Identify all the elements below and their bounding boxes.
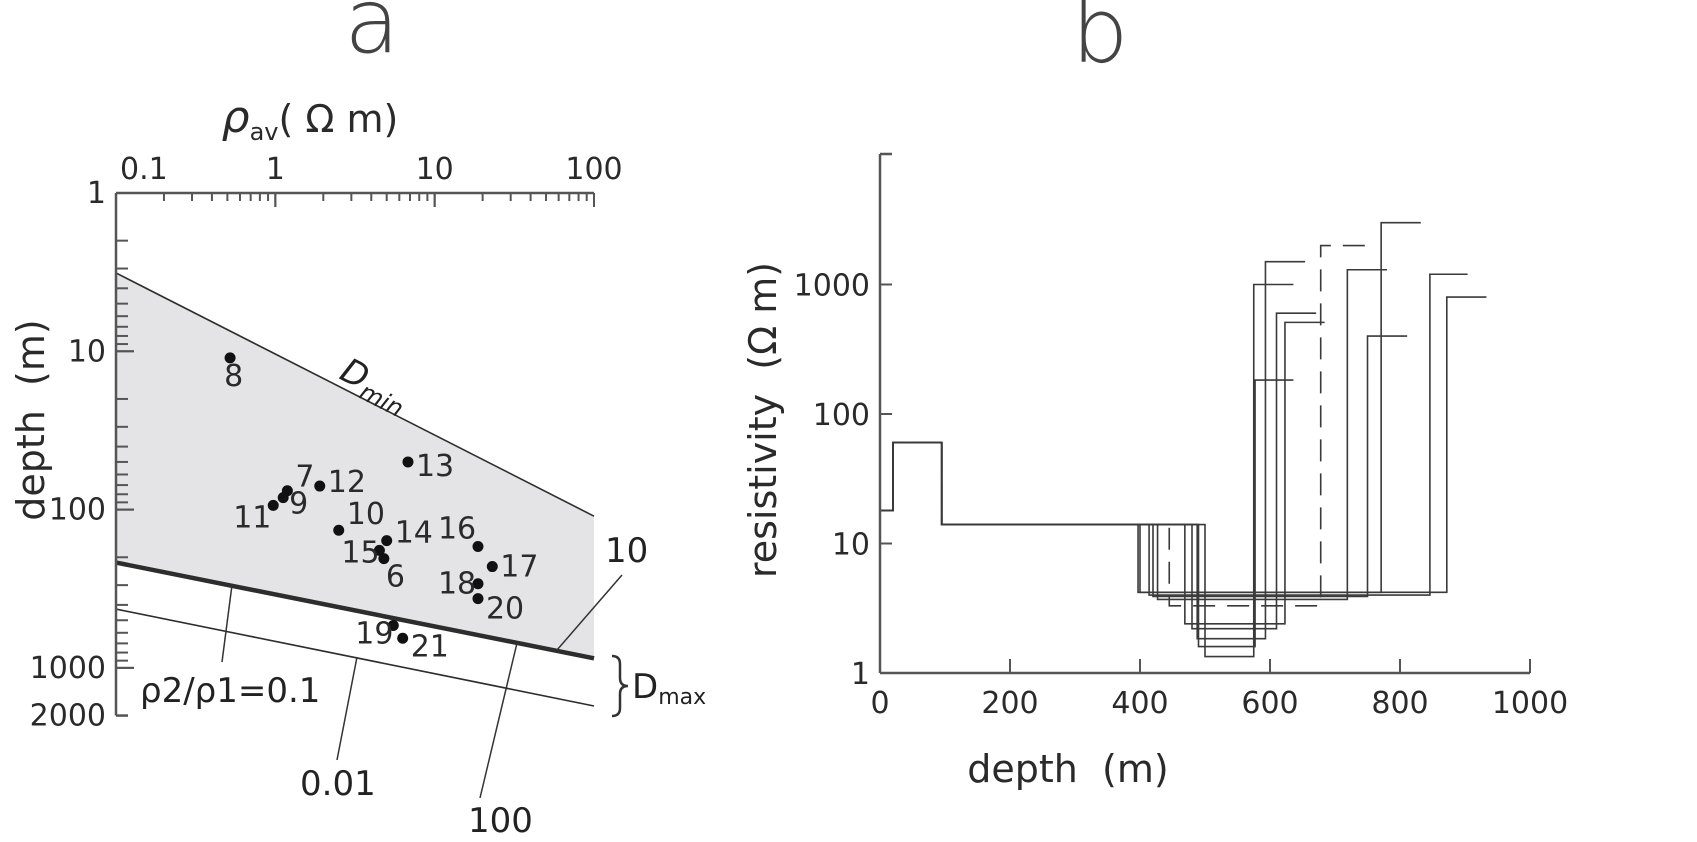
series-model-3: [880, 268, 1387, 601]
data-point-20: [472, 593, 484, 605]
series-model-6: [880, 312, 1317, 630]
ratio-100-label: 100: [468, 801, 533, 841]
data-point-13: [402, 456, 414, 468]
data-point-8: [224, 352, 236, 364]
x-title-unit: ( Ω m): [278, 97, 398, 141]
y-tick-label: 10: [68, 334, 106, 369]
data-point-label-19: 19: [355, 617, 393, 652]
data-point-label-14: 14: [395, 516, 433, 551]
chart-a-shaded-region: [116, 272, 594, 659]
data-point-label-11: 11: [233, 500, 271, 535]
shaded-region: [116, 272, 594, 659]
y-tick-label: 1: [851, 657, 870, 692]
ratio-10-label: 10: [605, 531, 648, 571]
chart-b-y-axis-title: resistivity (Ω m): [741, 262, 785, 578]
panel-label-b: b: [1071, 0, 1128, 84]
leader-0.1: [221, 584, 233, 663]
x-tick-label: 10: [416, 152, 454, 187]
data-point-label-6: 6: [386, 560, 405, 595]
x-title-rho: ρ: [222, 92, 250, 143]
data-point-label-12: 12: [328, 465, 366, 500]
data-point-11: [267, 499, 279, 511]
data-point-18: [472, 578, 484, 590]
series-model-5: [880, 321, 1325, 625]
data-point-label-21: 21: [411, 629, 449, 664]
x-tick-label: 0: [870, 686, 889, 721]
x-tick-label: 100: [565, 152, 622, 187]
panel-label-a: a: [344, 0, 399, 74]
data-point-21: [397, 632, 409, 644]
x-tick-label: 200: [981, 686, 1038, 721]
data-point-16: [472, 540, 484, 552]
data-point-label-20: 20: [486, 592, 524, 627]
dmax-label: Dmax: [632, 667, 706, 710]
dmax-brace-icon: [611, 654, 629, 718]
data-point-label-18: 18: [438, 567, 476, 602]
ratio-0.1-label: ρ2/ρ1=0.1: [140, 671, 320, 711]
data-point-12: [314, 480, 326, 492]
y-tick-label: 100: [813, 398, 870, 433]
data-point-10: [333, 524, 345, 536]
leader-10: [556, 574, 623, 651]
x-tick-label: 0.1: [120, 152, 168, 187]
chart-b-axes: 0 200 400 600 800 1000 1 10 100 1000: [794, 152, 1568, 721]
x-tick-label: 600: [1241, 686, 1298, 721]
chart-a-x-axis-title: ρav( Ω m): [222, 92, 399, 146]
data-point-label-17: 17: [500, 550, 538, 585]
y-tick-label: 1000: [794, 269, 870, 304]
data-point-label-8: 8: [224, 359, 243, 394]
data-point-label-16: 16: [438, 511, 476, 546]
chart-b-x-axis-title: depth (m): [967, 747, 1168, 791]
line-ratio-0.1: [115, 560, 595, 661]
series-model-11: [880, 379, 1294, 648]
data-point-19: [387, 620, 399, 632]
series-model-10: [880, 335, 1408, 598]
x-tick-label: 800: [1371, 686, 1428, 721]
chart-a-y-axis-title: depth (m): [9, 319, 53, 520]
x-tick-label: 400: [1111, 686, 1168, 721]
y-tick-label: 10: [832, 528, 870, 563]
series-model-9: [880, 221, 1421, 594]
data-point-17: [486, 561, 498, 573]
line-ratio-0.01: [115, 608, 595, 707]
data-point-label-9: 9: [289, 487, 308, 522]
data-point-label-13: 13: [416, 449, 454, 484]
x-tick-label: 1: [266, 152, 285, 187]
dmax-label-main: D: [632, 667, 658, 707]
chart-b-series: [880, 221, 1487, 658]
x-tick-label: 1000: [1492, 686, 1568, 721]
ratio-0.01-label: 0.01: [300, 764, 376, 804]
chart-a-axes: 0.1 1 10 100 1 10 100 1000 2000: [30, 152, 623, 734]
leader-0.01: [336, 656, 358, 761]
data-point-label-10: 10: [347, 497, 385, 532]
series-model-7: [880, 260, 1306, 640]
leader-100: [479, 642, 518, 799]
data-point-6: [378, 553, 390, 565]
data-point-14: [381, 535, 393, 547]
series-model-1: [880, 296, 1487, 594]
series-model-4: [880, 244, 1373, 607]
dmax-label-sub: max: [658, 685, 706, 710]
chart-a-lines: [115, 272, 595, 707]
data-point-9: [277, 492, 289, 504]
data-point-15: [373, 544, 385, 556]
line-Dmin: [115, 272, 595, 517]
y-tick-label: 1000: [30, 651, 106, 686]
series-model-2: [880, 273, 1468, 596]
data-point-label-7: 7: [295, 460, 314, 495]
y-tick-label: 1: [87, 176, 106, 211]
y-tick-label: 2000: [30, 699, 106, 734]
x-title-sub: av: [250, 118, 279, 146]
data-point-label-15: 15: [341, 535, 379, 570]
y-tick-label: 100: [49, 493, 106, 528]
